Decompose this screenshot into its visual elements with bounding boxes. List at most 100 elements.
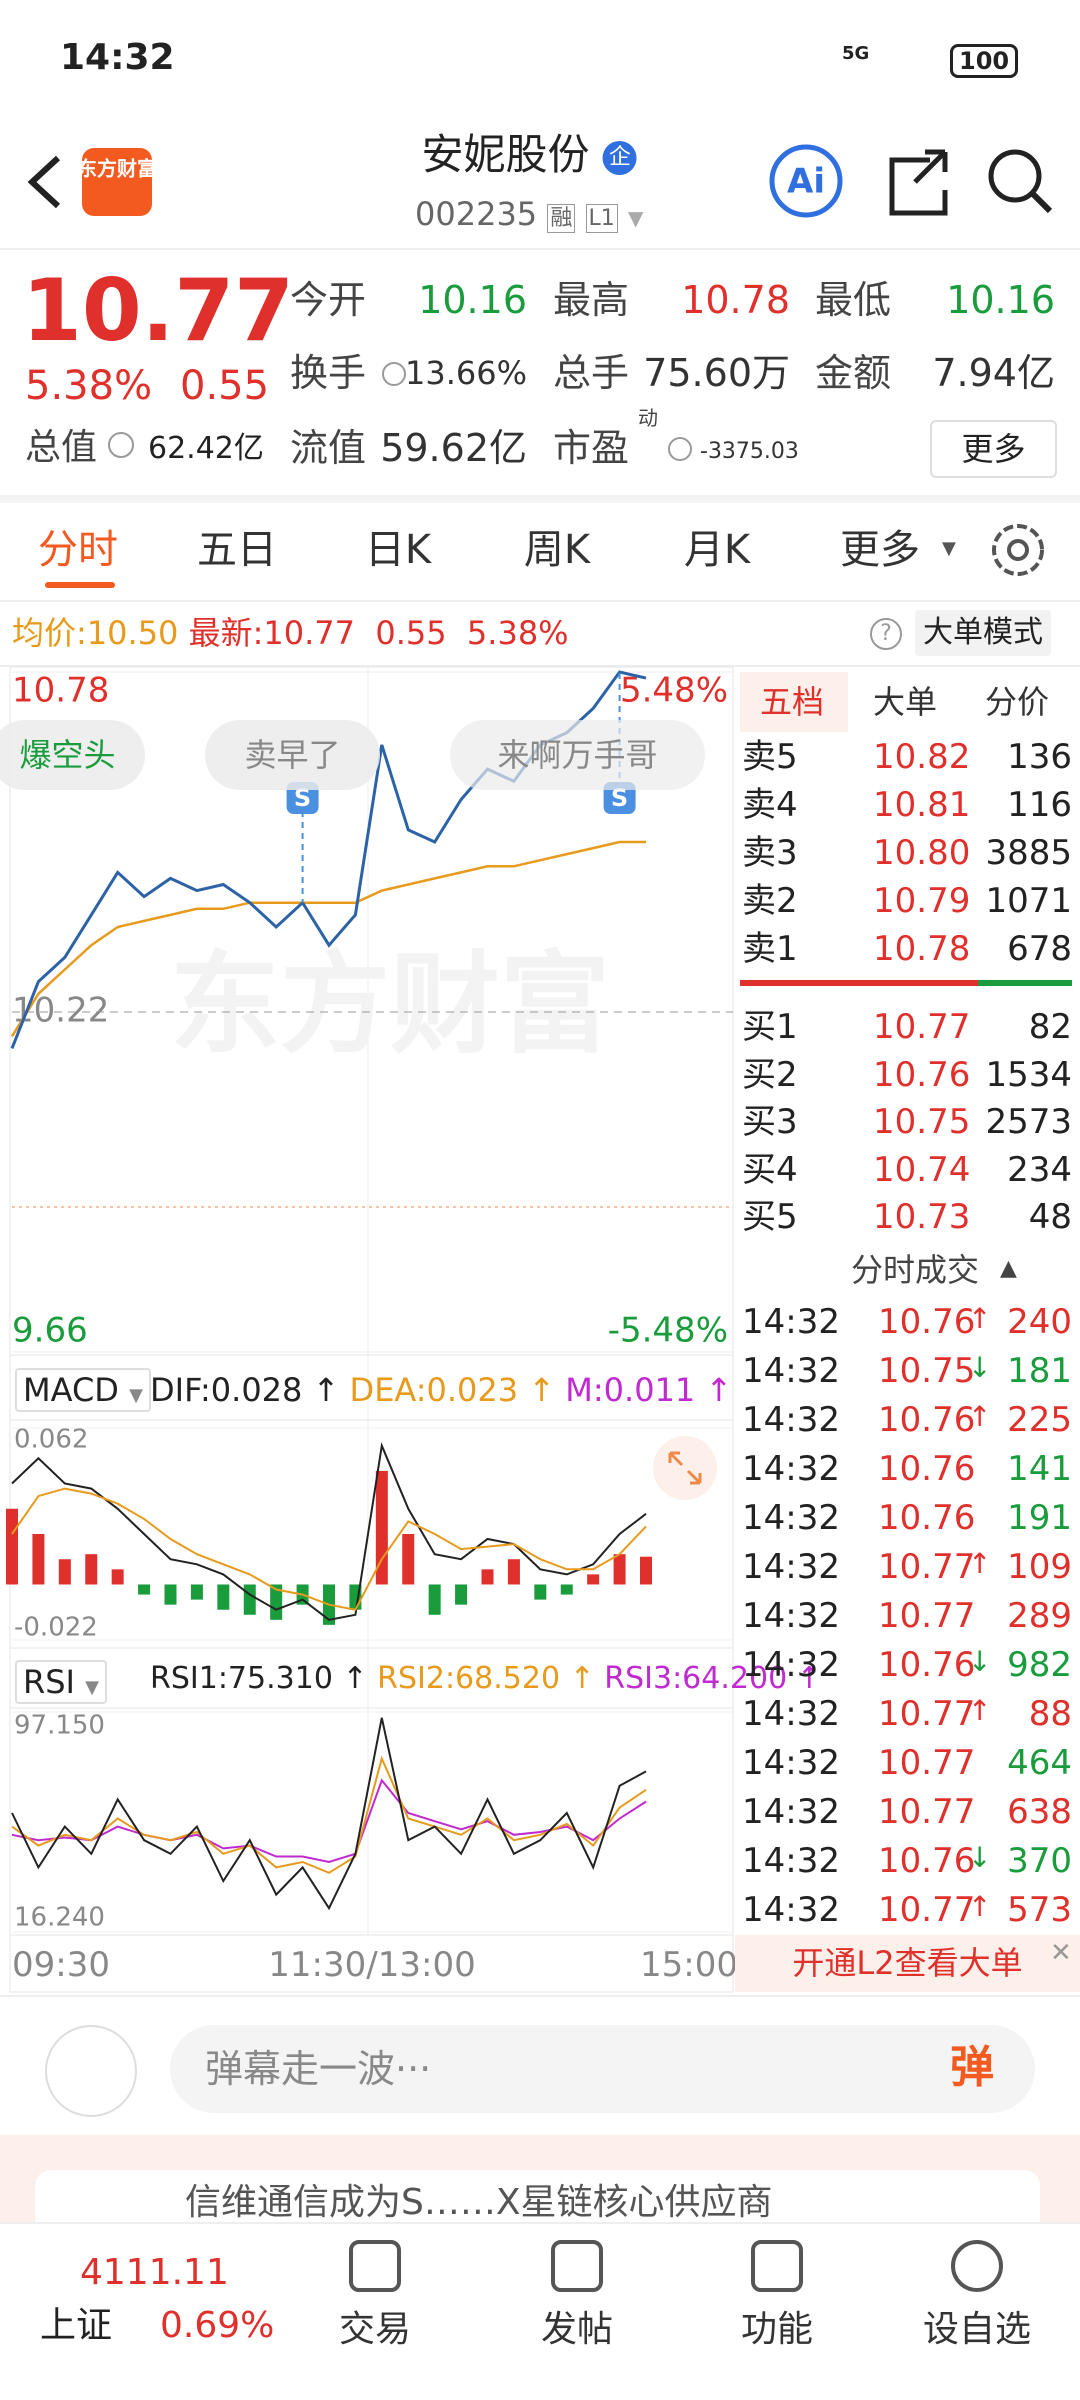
- expand-button[interactable]: [653, 1436, 717, 1500]
- tab[interactable]: 周K: [523, 527, 591, 573]
- field-value: 7.94亿: [932, 351, 1055, 395]
- back-icon[interactable]: [27, 155, 61, 209]
- trade-volume: 181: [1007, 1351, 1072, 1391]
- series-line: [11, 1487, 647, 1611]
- macd-bar: [507, 1559, 520, 1585]
- trade-price: 10.77: [878, 1792, 976, 1832]
- bottom-nav: [0, 2222, 1080, 2400]
- trade-time: 14:32: [742, 1890, 840, 1930]
- field-value: 59.62亿: [380, 426, 527, 470]
- title: 安妮股份: [421, 130, 590, 179]
- book-label: 卖3: [742, 833, 798, 873]
- help-icon[interactable]: ?: [870, 618, 902, 650]
- tab[interactable]: 五日: [197, 527, 277, 573]
- danmaku-button[interactable]: 弹: [950, 2042, 994, 2093]
- tag: 融: [547, 204, 576, 233]
- l2-banner[interactable]: 开通L2查看大单: [735, 1935, 1080, 1992]
- expand-icon: [668, 1451, 702, 1485]
- info-icon[interactable]: [668, 437, 692, 461]
- book-label: 买5: [742, 1197, 798, 1237]
- search-icon[interactable]: [988, 149, 1042, 203]
- book-label: 买2: [742, 1054, 798, 1095]
- danmaku-settings[interactable]: [45, 2025, 137, 2117]
- tab[interactable]: 月K: [683, 527, 751, 573]
- settings-icon: [1007, 539, 1029, 561]
- y-tick-label: 10.78: [12, 671, 109, 711]
- share-icon[interactable]: [889, 149, 948, 216]
- placeholder: 弹幕走一波···: [205, 2047, 432, 2091]
- field-sup: 动: [638, 406, 658, 430]
- y-tick-label: 16.240: [14, 1903, 105, 1933]
- nav-icon[interactable]: [349, 2240, 401, 2292]
- tab[interactable]: 分时: [38, 527, 118, 573]
- nav-item[interactable]: 设自选: [922, 2309, 1031, 2350]
- trade-price: 10.77: [878, 1596, 976, 1636]
- book-price: 10.74: [873, 1149, 971, 1190]
- trade-price: 10.77: [878, 1890, 976, 1930]
- search-icon: [1029, 190, 1053, 214]
- bubble[interactable]: 卖早了: [205, 720, 380, 790]
- series-line: [11, 1442, 647, 1621]
- series-line: [11, 1755, 647, 1874]
- comment-input[interactable]: [170, 2025, 1035, 2113]
- tab[interactable]: 日K: [364, 527, 432, 573]
- macd-bar: [111, 1569, 124, 1585]
- trade-time: 14:32: [742, 1792, 840, 1832]
- nav-icon[interactable]: [751, 2240, 803, 2292]
- trade-price: 10.76: [878, 1498, 976, 1538]
- info-icon[interactable]: [382, 362, 406, 386]
- rsi2-label: RSI2:68.520 ↑: [377, 1661, 595, 1696]
- trade-time: 14:32: [742, 1841, 840, 1881]
- tab[interactable]: 更多: [840, 527, 920, 573]
- trade-volume: 982: [1007, 1645, 1072, 1685]
- trade-time: 14:32: [742, 1351, 840, 1391]
- time-label: 11:30/13:00: [268, 1945, 476, 1985]
- book-tab[interactable]: 大单: [872, 683, 937, 721]
- macd-bar: [455, 1584, 468, 1605]
- divider: [0, 495, 1080, 503]
- index-name[interactable]: 上证: [40, 2305, 113, 2346]
- book-price: 10.78: [873, 929, 971, 969]
- marker-label: S: [611, 784, 628, 812]
- book-tab[interactable]: 分价: [984, 683, 1049, 721]
- nav-item[interactable]: 交易: [338, 2309, 411, 2350]
- macd-bar: [6, 1508, 18, 1585]
- trade-price: 10.76: [878, 1841, 976, 1881]
- trades-caret: ▲: [1000, 1256, 1017, 1281]
- ai-label: Ai: [787, 162, 825, 202]
- info-icon[interactable]: [108, 432, 134, 458]
- macd-bar: [481, 1569, 494, 1585]
- pct-label: -5.48%: [608, 1311, 728, 1351]
- tab-caret: ▼: [942, 538, 956, 559]
- index-change[interactable]: 0.69%: [160, 2305, 275, 2346]
- field-value: 10.78: [681, 278, 790, 322]
- last: 10.77: [263, 614, 355, 652]
- mode-button[interactable]: 大单模式: [915, 610, 1051, 656]
- time-label: 15:00: [640, 1945, 738, 1985]
- settings-icon[interactable]: [992, 524, 1044, 576]
- more-button[interactable]: 更多: [930, 420, 1057, 478]
- book-label: 买4: [742, 1149, 798, 1190]
- ad-card[interactable]: 信维通信成为S……X星链核心供应商: [35, 2170, 1040, 2225]
- nav-icon[interactable]: [551, 2240, 603, 2292]
- trade-arrow: ↑: [968, 1694, 992, 1727]
- close-icon[interactable]: ✕: [1050, 1938, 1072, 1968]
- index-value[interactable]: 4111.11: [80, 2252, 229, 2293]
- nav-item[interactable]: 发帖: [540, 2309, 613, 2350]
- book-price: 10.73: [873, 1197, 971, 1237]
- book-tab[interactable]: 五档: [759, 683, 824, 721]
- bubble[interactable]: 爆空头: [0, 720, 145, 790]
- bubble[interactable]: 来啊万手哥: [450, 720, 705, 790]
- divider: [0, 248, 1080, 250]
- y-tick-label: -0.022: [14, 1613, 98, 1643]
- nav-item[interactable]: 功能: [740, 2309, 813, 2350]
- indicator-select[interactable]: MACD ▼: [15, 1368, 151, 1412]
- book-label: 卖5: [742, 737, 798, 777]
- field-value: -3375.03: [700, 439, 799, 464]
- indicator-select[interactable]: RSI ▼: [15, 1660, 107, 1704]
- trade-time: 14:32: [742, 1547, 840, 1587]
- nav-icon[interactable]: [951, 2240, 1003, 2292]
- code: 002235: [415, 195, 538, 233]
- trade-arrow: ↑: [968, 1400, 992, 1433]
- ai-button[interactable]: [769, 144, 843, 218]
